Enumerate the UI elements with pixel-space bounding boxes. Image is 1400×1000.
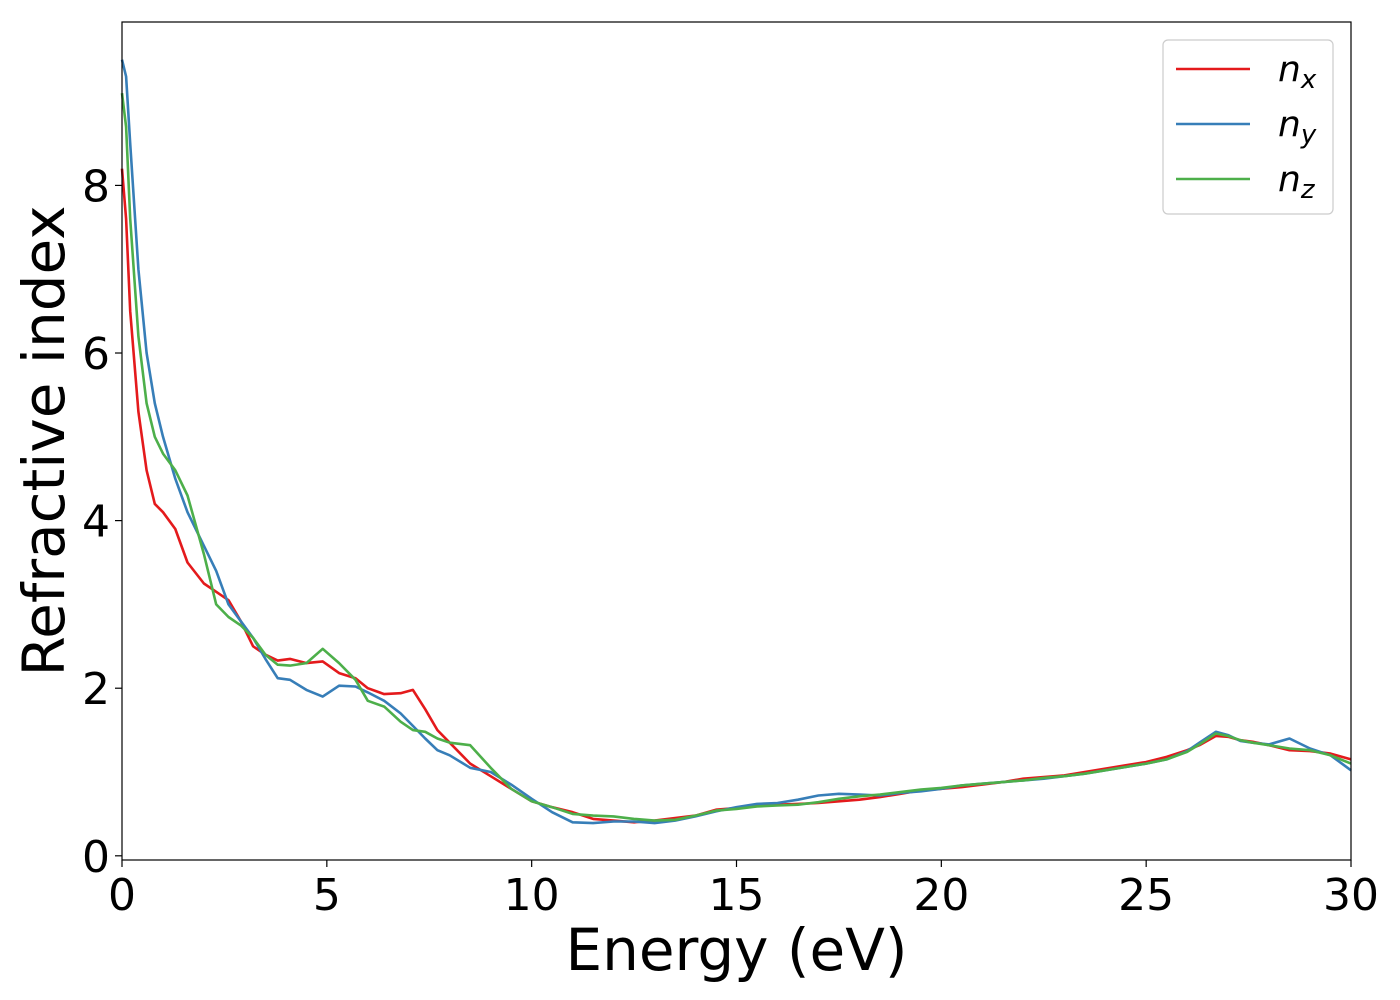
x-tick-label: 20 <box>913 870 969 921</box>
x-tick-label: 15 <box>709 870 765 921</box>
series-line-nz <box>120 93 1352 822</box>
x-tick-label: 10 <box>504 870 560 921</box>
y-tick-label: 2 <box>82 664 110 715</box>
legend-box <box>1162 39 1334 215</box>
x-tick-label: 25 <box>1118 870 1174 921</box>
y-tick-label: 4 <box>82 497 110 548</box>
y-axis-label: Refractive index <box>10 205 78 676</box>
x-tick-label: 5 <box>313 870 341 921</box>
y-tick-label: 8 <box>82 161 110 212</box>
x-axis-label: Energy (eV) <box>565 916 907 984</box>
y-tick-label: 0 <box>82 832 110 883</box>
legend: nx ny nz <box>1162 39 1334 215</box>
legend-label-nz: nz <box>1278 159 1316 205</box>
y-axis-ticks: 0 2 4 6 8 <box>82 161 122 883</box>
legend-label-nx: nx <box>1278 49 1317 95</box>
x-axis-ticks: 0 5 10 15 20 25 30 <box>108 860 1379 921</box>
x-tick-label: 0 <box>108 870 136 921</box>
y-tick-label: 6 <box>82 329 110 380</box>
plot-lines <box>120 59 1352 825</box>
x-tick-label: 30 <box>1323 870 1379 921</box>
legend-label-ny: ny <box>1278 104 1317 150</box>
